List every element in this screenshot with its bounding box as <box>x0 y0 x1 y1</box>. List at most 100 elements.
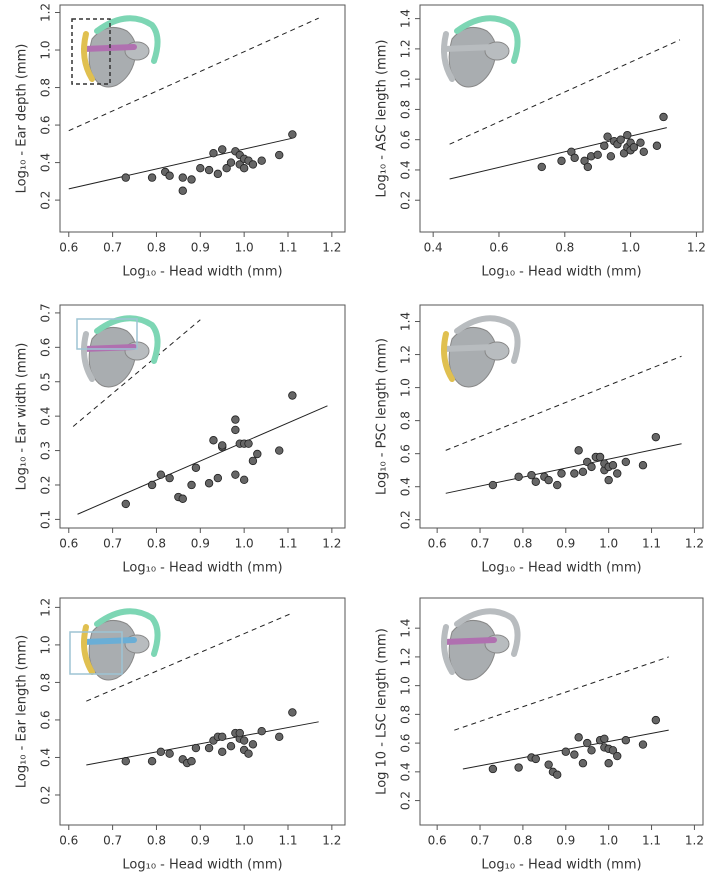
x-tick-label: 1.1 <box>278 537 297 551</box>
point <box>235 728 244 738</box>
ear-canal-a <box>454 608 521 657</box>
x-tick-label: 0.7 <box>103 537 122 551</box>
x-tick-label: 1.1 <box>642 537 661 551</box>
point <box>121 757 130 766</box>
y-tick-label: 0.6 <box>399 130 413 149</box>
x-axis-label: Log₁₀ - Head width (mm) <box>481 561 641 576</box>
allometry-dashed-line <box>68 17 319 132</box>
point <box>616 135 625 144</box>
point <box>239 164 249 173</box>
y-tick-label: 0.1 <box>39 510 53 529</box>
point <box>218 732 227 742</box>
y-tick-label: 1.0 <box>399 676 413 695</box>
y-axis-label: Log₁₀ - Ear width (mm) <box>15 343 30 491</box>
y-tick-label: 0.6 <box>39 116 53 135</box>
y-tick-label: 0.2 <box>399 510 413 529</box>
ear-canal-a <box>454 315 521 364</box>
y-tick-label: 0.2 <box>39 475 53 494</box>
highlight-box <box>71 18 111 85</box>
point <box>275 446 284 455</box>
y-tick-label: 0.8 <box>39 673 53 692</box>
point <box>553 480 562 490</box>
point <box>231 425 240 435</box>
point <box>222 164 231 173</box>
point <box>248 456 258 466</box>
y-tick-label: 0.4 <box>39 748 53 767</box>
ear-illustration <box>69 608 161 681</box>
point <box>226 158 236 167</box>
point <box>191 743 201 753</box>
highlight-box <box>76 318 138 350</box>
x-tick-label: 1.2 <box>322 537 341 551</box>
x-tick-label: 0.6 <box>428 537 447 551</box>
y-tick-label: 0.5 <box>39 372 53 391</box>
x-tick-label: 0.9 <box>556 834 575 848</box>
x-axis-label: Log₁₀ - Head width (mm) <box>122 858 282 873</box>
point <box>244 749 253 758</box>
point <box>613 469 622 478</box>
point <box>288 130 297 139</box>
point <box>659 112 668 122</box>
point <box>600 734 609 743</box>
point <box>213 473 223 483</box>
point <box>121 499 130 509</box>
ear-canal-b <box>441 44 497 52</box>
point <box>204 479 214 488</box>
point <box>231 470 240 479</box>
y-tick-label: 1.0 <box>39 635 53 654</box>
point <box>514 472 523 481</box>
point <box>191 463 201 472</box>
ear-illustration <box>76 315 161 388</box>
plot-frame <box>59 4 346 233</box>
y-tick-label: 1.2 <box>399 345 413 364</box>
point <box>570 750 579 759</box>
point <box>544 760 553 769</box>
y-tick-label: 0.6 <box>399 444 413 463</box>
point <box>608 746 618 755</box>
y-axis-label: Log₁₀ - PSC length (mm) <box>375 338 390 495</box>
point <box>248 160 258 169</box>
point <box>156 470 166 479</box>
y-tick-label: 0.6 <box>39 338 53 357</box>
point <box>578 759 588 768</box>
plot-frame <box>59 597 346 826</box>
y-axis-label: Log₁₀ - Ear depth (mm) <box>15 44 30 194</box>
highlight-box <box>69 631 123 675</box>
y-tick-label: 0.4 <box>39 153 53 172</box>
x-tick-label: 0.9 <box>191 834 210 848</box>
point <box>578 467 588 477</box>
point <box>288 708 297 717</box>
point <box>636 138 645 147</box>
point <box>613 751 622 761</box>
point <box>651 432 661 442</box>
point <box>165 171 174 180</box>
y-tick-label: 0.2 <box>39 191 53 210</box>
ear-canal-b <box>441 637 497 645</box>
panel: 0.4 0.6 0.8 1.0 1.2 0.2 0.4 0.6 0.8 1.0 1.2 1.4 Log₁… <box>375 4 706 280</box>
point <box>651 715 661 725</box>
x-tick-label: 1.0 <box>235 834 254 848</box>
x-tick-label: 1.0 <box>621 241 640 255</box>
point <box>574 733 583 742</box>
point <box>561 747 570 756</box>
point <box>639 147 648 156</box>
y-tick-label: 0.4 <box>39 407 53 426</box>
y-tick-label: 0.8 <box>399 100 413 119</box>
point <box>587 462 596 472</box>
y-tick-label: 0.3 <box>39 441 53 460</box>
y-tick-label: 0.4 <box>399 762 413 781</box>
point <box>218 441 227 450</box>
point <box>638 740 648 749</box>
ear-canal-a <box>454 15 521 64</box>
plot-frame <box>419 4 704 233</box>
point <box>531 754 540 764</box>
point <box>570 153 579 163</box>
x-tick-label: 0.6 <box>489 241 508 255</box>
x-tick-label: 0.8 <box>555 241 574 255</box>
point <box>187 757 196 766</box>
allometry-dashed-line <box>86 612 293 702</box>
y-axis-label: Log₁₀ - Ear length (mm) <box>15 635 30 788</box>
y-tick-label: 0.6 <box>399 734 413 753</box>
x-tick-label: 0.8 <box>147 537 166 551</box>
point <box>165 749 174 758</box>
